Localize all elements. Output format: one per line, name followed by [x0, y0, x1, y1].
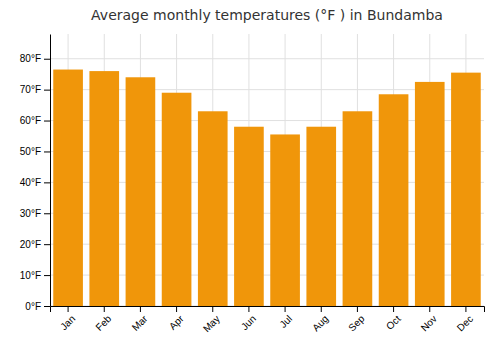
x-tick-mark: [104, 306, 105, 312]
y-tick-mark: [44, 59, 50, 60]
x-tick-mark: [68, 306, 69, 312]
x-tick-mark: [429, 306, 430, 312]
x-tick-label: Sep: [346, 313, 367, 334]
bar: [270, 134, 300, 306]
x-tick-label: May: [201, 313, 222, 334]
x-axis: Jan Feb Mar Apr May Jun Jul Aug Sep Oct Nov Dec: [51, 306, 485, 334]
x-tick: Dec: [455, 306, 475, 333]
x-tick: Aug: [310, 306, 330, 333]
y-tick-mark: [44, 306, 50, 307]
bar: [89, 71, 119, 306]
x-tick-mark: [321, 306, 322, 312]
y-tick-label: 0°F: [25, 301, 41, 312]
bars: [53, 70, 480, 306]
x-tick-label: Apr: [167, 313, 186, 332]
y-tick: 60°F: [20, 115, 50, 126]
bar: [451, 73, 481, 306]
x-tick-mark: [285, 306, 286, 312]
x-tick-mark: [357, 306, 358, 312]
x-tick-label: Oct: [384, 313, 403, 332]
plot: Jan Feb Mar Apr May Jun Jul Aug Sep Oct Nov Dec 0°F 1…: [20, 34, 485, 334]
x-tick: May: [201, 306, 222, 334]
x-tick: Jul: [277, 306, 294, 330]
x-tick-label: Dec: [455, 313, 475, 333]
y-tick-label: 30°F: [20, 208, 41, 219]
y-tick-label: 80°F: [20, 53, 41, 64]
x-axis-line: [51, 307, 485, 313]
bar: [379, 94, 409, 306]
grid-line: [50, 58, 484, 59]
y-tick-mark: [44, 90, 50, 91]
x-tick-label: Feb: [93, 313, 113, 333]
x-tick-label: Jun: [239, 313, 258, 332]
y-tick: 50°F: [20, 146, 50, 157]
bar: [53, 70, 83, 306]
y-tick: 0°F: [25, 301, 50, 312]
x-tick-label: Aug: [310, 313, 330, 333]
bar: [234, 127, 264, 306]
x-tick: Sep: [346, 306, 367, 333]
y-tick-label: 50°F: [20, 146, 41, 157]
y-tick: 20°F: [20, 239, 50, 250]
y-tick-mark: [44, 121, 50, 122]
y-tick: 40°F: [20, 177, 50, 188]
x-tick-mark: [176, 306, 177, 312]
y-axis: 0°F 10°F 20°F 30°F 40°F 50°F 60°F 70°F 80°F: [20, 35, 51, 312]
x-tick-mark: [140, 306, 141, 312]
x-tick-label: Jul: [277, 313, 294, 330]
bar: [162, 93, 192, 306]
x-tick: Jun: [239, 306, 258, 332]
y-tick: 30°F: [20, 208, 50, 219]
x-tick-label: Jan: [58, 313, 77, 332]
x-tick-label: Mar: [130, 313, 150, 333]
bar: [198, 111, 228, 306]
chart: Jan Feb Mar Apr May Jun Jul Aug Sep Oct Nov Dec 0°F 1…: [0, 0, 500, 350]
x-tick: Nov: [419, 306, 439, 333]
y-tick-mark: [44, 275, 50, 276]
y-tick: 10°F: [20, 270, 50, 281]
bar: [306, 127, 336, 306]
y-tick-label: 60°F: [20, 115, 41, 126]
bar: [126, 77, 156, 306]
y-tick-label: 20°F: [20, 239, 41, 250]
y-tick-mark: [44, 151, 50, 152]
x-tick-mark: [248, 306, 249, 312]
bar: [415, 82, 445, 306]
x-tick: Feb: [93, 306, 113, 333]
y-tick: 80°F: [20, 53, 50, 64]
grid: [50, 34, 484, 306]
y-tick-label: 40°F: [20, 177, 41, 188]
y-tick-mark: [44, 244, 50, 245]
x-tick-mark: [393, 306, 394, 312]
x-tick: Mar: [130, 306, 150, 333]
x-tick: Oct: [384, 306, 403, 332]
x-tick-mark: [465, 306, 466, 312]
y-axis-line: [50, 35, 51, 307]
y-tick-mark: [44, 213, 50, 214]
x-tick-label: Nov: [419, 313, 439, 333]
y-tick-label: 70°F: [20, 84, 41, 95]
bar: [343, 111, 373, 306]
y-tick: 70°F: [20, 84, 50, 95]
x-tick: Apr: [167, 306, 186, 332]
y-tick-label: 10°F: [20, 270, 41, 281]
y-tick-mark: [44, 182, 50, 183]
title: Average monthly temperatures (°F ) in Bu…: [91, 7, 443, 23]
x-tick: Jan: [58, 306, 77, 332]
x-tick-mark: [212, 306, 213, 312]
